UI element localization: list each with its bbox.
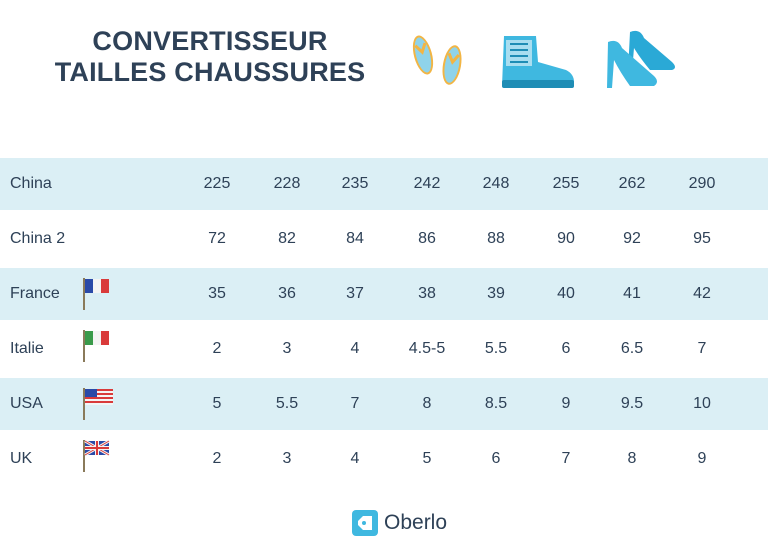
size-cell: 4.5-5 <box>408 340 446 357</box>
country-label: USA <box>10 395 43 412</box>
size-cell: 84 <box>346 230 364 247</box>
table-row: China 2 72 82 84 86 88 90 92 95 <box>0 210 768 268</box>
size-cell: 2 <box>212 340 222 357</box>
size-cell: 7 <box>350 395 360 412</box>
country-label: China 2 <box>10 230 66 247</box>
boot-icon <box>502 36 574 88</box>
oberlo-logo-text: Oberlo <box>384 511 448 534</box>
size-cell: 42 <box>693 285 711 302</box>
size-cell: 7 <box>561 450 571 467</box>
size-cell: 88 <box>487 230 505 247</box>
size-cell: 37 <box>346 285 364 302</box>
oberlo-logo-icon <box>352 510 378 536</box>
size-cell: 5 <box>422 450 432 467</box>
flip-flops-icon <box>412 35 462 85</box>
oberlo-logo: Oberlo <box>352 510 447 536</box>
size-cell: 3 <box>282 340 292 357</box>
size-cell: 35 <box>208 285 226 302</box>
size-cell: 228 <box>273 175 301 192</box>
country-label: Italie <box>10 340 44 357</box>
country-label: France <box>10 285 60 302</box>
high-heels-icon <box>607 30 675 88</box>
size-cell: 86 <box>418 230 436 247</box>
size-cell: 6.5 <box>620 340 644 357</box>
table-row: France 35 36 37 38 39 40 41 42 <box>0 268 768 320</box>
size-cell: 235 <box>341 175 369 192</box>
size-cell: 5 <box>212 395 222 412</box>
size-cell: 9.5 <box>620 395 644 412</box>
size-cell: 242 <box>413 175 441 192</box>
size-cell: 90 <box>557 230 575 247</box>
size-cell: 72 <box>208 230 226 247</box>
size-table: China 225 228 235 242 248 255 262 290 China 2 72 82… <box>0 158 768 488</box>
table-row: USA 5 5.5 7 8 8.5 9 9.5 10 <box>0 378 768 430</box>
size-cell: 8.5 <box>484 395 508 412</box>
table-row: China 225 228 235 242 248 255 262 290 <box>0 158 768 210</box>
country-label: UK <box>10 450 33 467</box>
size-cell: 36 <box>278 285 296 302</box>
size-cell: 95 <box>693 230 711 247</box>
size-cell: 6 <box>561 340 571 357</box>
size-cell: 5.5 <box>275 395 299 412</box>
size-cell: 6 <box>491 450 501 467</box>
size-cell: 262 <box>618 175 646 192</box>
size-cell: 255 <box>552 175 580 192</box>
france-flag-icon <box>80 276 110 317</box>
size-cell: 7 <box>697 340 707 357</box>
size-cell: 39 <box>487 285 505 302</box>
size-cell: 40 <box>557 285 575 302</box>
size-cell: 5.5 <box>484 340 508 357</box>
size-cell: 10 <box>693 395 711 412</box>
size-cell: 41 <box>623 285 641 302</box>
table-row: UK 2 3 4 5 6 7 8 9 <box>0 430 768 488</box>
size-cell: 2 <box>212 450 222 467</box>
size-cell: 225 <box>203 175 231 192</box>
size-cell: 290 <box>688 175 716 192</box>
size-cell: 248 <box>482 175 510 192</box>
size-cell: 38 <box>418 285 436 302</box>
table-row: Italie 2 3 4 4.5-5 5.5 6 6.5 7 <box>0 320 768 378</box>
size-cell: 82 <box>278 230 296 247</box>
size-cell: 9 <box>561 395 571 412</box>
size-cell: 9 <box>697 450 707 467</box>
size-cell: 8 <box>422 395 432 412</box>
page-title: CONVERTISSEUR TAILLES CHAUSSURES <box>40 26 380 88</box>
uk-flag-icon <box>80 438 110 479</box>
size-cell: 8 <box>627 450 637 467</box>
usa-flag-icon <box>80 386 114 427</box>
size-cell: 3 <box>282 450 292 467</box>
size-cell: 92 <box>623 230 641 247</box>
country-label: China <box>10 175 52 192</box>
size-cell: 4 <box>350 450 360 467</box>
title-line-1: CONVERTISSEUR <box>92 26 328 56</box>
size-cell: 4 <box>350 340 360 357</box>
title-line-2: TAILLES CHAUSSURES <box>54 57 366 87</box>
italy-flag-icon <box>80 328 110 369</box>
